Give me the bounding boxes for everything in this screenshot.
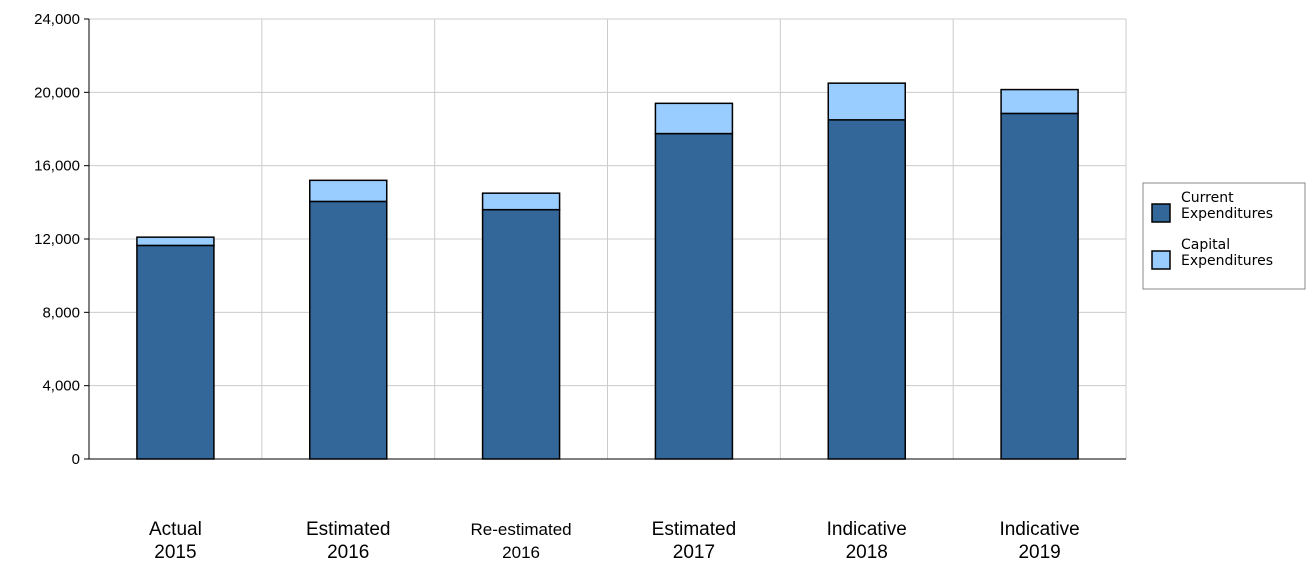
y-tick-label: 4,000 [42, 378, 80, 395]
x-category-label: Indicative 2019 [999, 519, 1079, 563]
bar-capital-expenditures [481, 192, 561, 211]
x-category-label: Actual 2015 [149, 519, 202, 563]
legend-box [1142, 182, 1306, 290]
legend-label-current: Current Expenditures [1181, 190, 1273, 222]
category-labels: Actual 2015 Estimated 2016 Re-estimated 2016 E… [149, 519, 1080, 563]
bar-current-expenditures [1000, 112, 1079, 460]
x-category-label: Indicative 2018 [827, 519, 907, 563]
legend-swatch-capital [1151, 250, 1171, 270]
bars [136, 82, 1079, 460]
y-tick-label: 20,000 [34, 84, 80, 101]
y-tick-labels: 0 4,000 8,000 12,000 16,000 20,000 24,000 [34, 11, 80, 468]
bar-capital-expenditures [827, 82, 906, 121]
bar-current-expenditures [827, 119, 906, 460]
bar-current-expenditures [136, 244, 215, 460]
y-tick-label: 0 [72, 451, 80, 468]
bar-current-expenditures [654, 132, 734, 460]
legend: Current Expenditures Capital Expenditures [1142, 182, 1306, 290]
bar-capital-expenditures [136, 236, 215, 247]
legend-swatch-current [1151, 203, 1171, 223]
y-tick-label: 16,000 [34, 158, 80, 175]
y-tick-label: 12,000 [34, 231, 80, 248]
axes [84, 18, 1126, 460]
bar-current-expenditures [309, 200, 388, 460]
y-tick-label: 24,000 [34, 11, 80, 28]
x-category-label: Estimated 2017 [652, 519, 736, 563]
bar-capital-expenditures [654, 102, 734, 135]
x-category-label: Re-estimated 2016 [471, 520, 572, 562]
bar-capital-expenditures [309, 179, 388, 203]
grid-lines [89, 18, 1127, 459]
legend-label-capital: Capital Expenditures [1181, 237, 1273, 269]
bar-current-expenditures [481, 208, 561, 460]
x-category-label: Estimated 2016 [306, 519, 390, 563]
y-tick-label: 8,000 [42, 304, 80, 321]
bar-capital-expenditures [1000, 88, 1079, 115]
